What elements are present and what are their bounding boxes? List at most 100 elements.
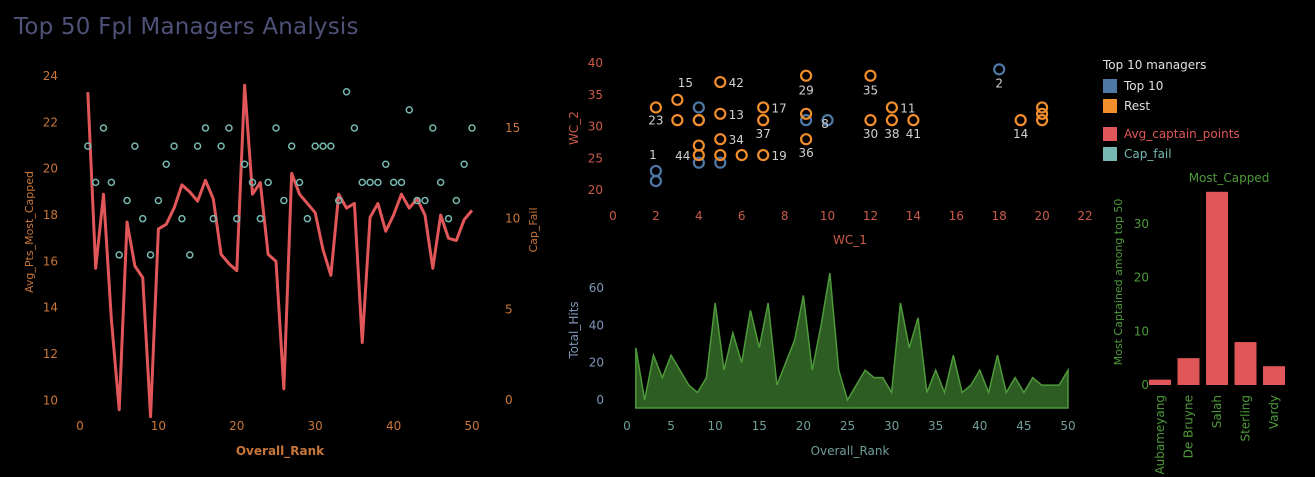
x-tick-label: 18 [992,209,1007,223]
x-tick-label: 45 [1016,419,1031,433]
line-chart-avg-captain-points: 0 10 20 30 40 50 10 12 14 16 18 20 22 24 0 5 10 15 Overall… [23,69,540,459]
point-cap-fail [248,178,257,187]
point-cap-fail [272,124,280,132]
point-cap-fail [233,214,241,223]
point-label: 1 [649,148,657,162]
point-cap-fail [319,142,327,150]
scatter-point [671,93,684,106]
scatter-point [885,101,899,114]
y-axis-label: WC_2 [567,111,581,145]
y-tick-label: 20 [1134,271,1149,285]
category-label: Salah [1210,395,1224,428]
point-cap-fail [123,196,131,205]
scatter-point [714,148,727,162]
x-tick-label: 25 [840,419,855,433]
point-cap-fail [444,214,453,223]
point-label: 11 [900,101,915,115]
legend-title: Top 10 managers [1103,58,1207,72]
scatter-point [714,133,727,146]
bar-chart-title: Most_Capped [1189,171,1270,185]
y-tick-label: 30 [588,120,603,134]
x-tick-label: 20 [1034,209,1049,223]
scatter-point [649,101,663,114]
scatter-point [1035,114,1049,127]
point-cap-fail [436,178,445,187]
point-cap-fail [366,178,374,187]
y-tick-label: 12 [43,347,58,361]
scatter-point [799,114,813,127]
legend-item-cap-fail[interactable]: Cap_fail [1103,144,1303,164]
point-cap-fail [342,87,351,96]
area-chart-total-hits: 0 5 10 15 20 25 30 35 40 45 50 0 20 40 60 Overall_Rank T… [567,272,1076,458]
point-cap-fail [374,178,382,187]
x-tick-label: 8 [781,209,789,223]
category-label: De Bruyne [1182,395,1196,458]
x-tick-label: 0 [76,419,84,433]
point-label: 30 [863,127,878,141]
point-cap-fail [240,160,249,169]
legend-swatch-avg-captain-points [1103,127,1117,141]
y-tick-label: 20 [588,183,603,197]
scatter-point [864,114,877,127]
x-tick-label: 5 [667,419,675,433]
y2-tick-label: 10 [505,212,520,226]
y-tick-label: 0 [1141,378,1149,392]
point-cap-fail [131,142,139,150]
scatter-point [692,114,705,127]
point-label: 19 [772,149,787,163]
legend: Top 10 managers Top 10 Rest Avg_captain_… [1103,58,1303,164]
point-label: 13 [729,108,744,122]
y-axis-label: Avg_Pts_Most_Capped [23,171,36,293]
scatter-point [799,107,813,120]
scatter-point [799,69,813,82]
point-label: 41 [906,127,921,141]
legend-item-top-10[interactable]: Top 10 [1103,76,1303,96]
dashboard-title: Top 50 Fpl Managers Analysis [14,14,359,40]
y-tick-label: 30 [1134,217,1149,231]
y-tick-label: 24 [43,69,58,83]
point-label: 44 [675,149,690,163]
point-label: 8 [821,117,829,131]
scatter-point [1035,107,1049,120]
y-tick-label: 60 [589,281,604,295]
bar-de-bruyne [1177,358,1200,385]
scatter-point [799,133,813,146]
bar-aubameyang [1149,379,1171,385]
y-tick-label: 14 [43,301,58,315]
legend-item-rest[interactable]: Rest [1103,96,1303,116]
x-tick-label: 4 [695,209,703,223]
point-cap-fail [225,124,233,132]
area-total-hits [635,272,1069,409]
x-axis-label: WC_1 [833,233,867,247]
scatter-point [993,63,1006,76]
point-cap-fail [107,178,116,187]
point-cap-fail [405,106,414,114]
point-label: 35 [863,84,878,98]
y-tick-label: 16 [43,254,58,268]
x-tick-label: 20 [796,419,811,433]
scatter-point [692,101,705,114]
point-cap-fail [186,251,194,259]
point-cap-fail [350,124,359,132]
legend-item-avg-captain-points[interactable]: Avg_captain_points [1103,124,1303,144]
y-tick-label: 0 [596,393,604,407]
scatter-point [692,148,705,162]
point-label: 34 [729,133,744,147]
point-cap-fail [397,178,406,187]
y2-tick-label: 5 [505,302,513,316]
point-cap-fail [382,160,390,169]
legend-swatch-top-10 [1103,79,1117,93]
x-tick-label: 10 [151,419,166,433]
x-tick-label: 35 [928,419,943,433]
y-tick-label: 22 [43,115,58,129]
point-label: 37 [756,127,771,141]
scatter-point [714,75,727,89]
point-cap-fail [421,196,429,205]
scatter-point [864,69,877,82]
category-label: Aubameyang [1153,395,1167,475]
point-cap-fail [429,124,437,132]
point-cap-fail [201,124,210,132]
point-cap-fail [452,196,461,205]
x-tick-label: 16 [949,209,964,223]
scatter-point [757,114,770,127]
